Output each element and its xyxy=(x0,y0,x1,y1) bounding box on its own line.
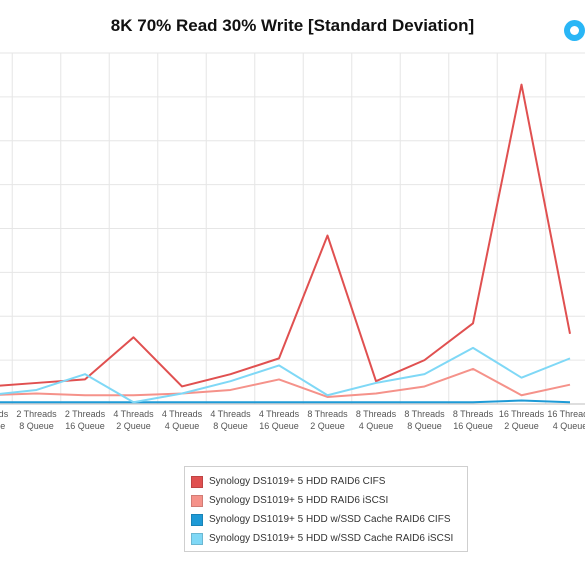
series-line xyxy=(0,83,571,388)
legend-swatch xyxy=(191,494,203,507)
info-icon[interactable] xyxy=(564,20,585,41)
legend-swatch xyxy=(191,513,203,526)
legend-item[interactable]: Synology DS1019+ 5 HDD RAID6 iSCSI xyxy=(191,491,467,510)
x-tick-label: 4 Threads 4 Queue xyxy=(162,409,203,431)
legend-item[interactable]: Synology DS1019+ 5 HDD RAID6 CIFS xyxy=(191,472,467,491)
x-tick-label: 4 Threads 8 Queue xyxy=(210,409,251,431)
legend-item[interactable]: Synology DS1019+ 5 HDD w/SSD Cache RAID6… xyxy=(191,510,467,529)
x-tick-label: 2 Threads 8 Queue xyxy=(16,409,57,431)
x-tick-label: 2 Threads 16 Queue xyxy=(65,409,106,431)
x-tick-label: 16 Threads 2 Queue xyxy=(499,409,545,431)
x-tick-label: 4 Threads 16 Queue xyxy=(259,409,300,431)
legend-label: Synology DS1019+ 5 HDD RAID6 iSCSI xyxy=(209,495,389,506)
series-line xyxy=(0,367,571,398)
x-tick-label: 4 Threads 2 Queue xyxy=(113,409,154,431)
legend-label: Synology DS1019+ 5 HDD w/SSD Cache RAID6… xyxy=(209,533,454,544)
legend-swatch xyxy=(191,475,203,488)
legend-item[interactable]: Synology DS1019+ 5 HDD w/SSD Cache RAID6… xyxy=(191,529,467,548)
legend-label: Synology DS1019+ 5 HDD w/SSD Cache RAID6… xyxy=(209,514,451,525)
legend-swatch xyxy=(191,532,203,545)
x-tick-label: 8 Threads 16 Queue xyxy=(453,409,494,431)
info-icon-dot xyxy=(570,26,579,35)
x-tick-label: 8 Threads 8 Queue xyxy=(404,409,445,431)
legend: Synology DS1019+ 5 HDD RAID6 CIFS Synolo… xyxy=(184,466,468,552)
chart-title: 8K 70% Read 30% Write [Standard Deviatio… xyxy=(110,16,475,35)
x-tick-label: 8 Threads 4 Queue xyxy=(356,409,397,431)
x-tick-label: 8 Threads 2 Queue xyxy=(307,409,348,431)
series-line xyxy=(0,399,571,404)
legend-label: Synology DS1019+ 5 HDD RAID6 CIFS xyxy=(209,476,386,487)
